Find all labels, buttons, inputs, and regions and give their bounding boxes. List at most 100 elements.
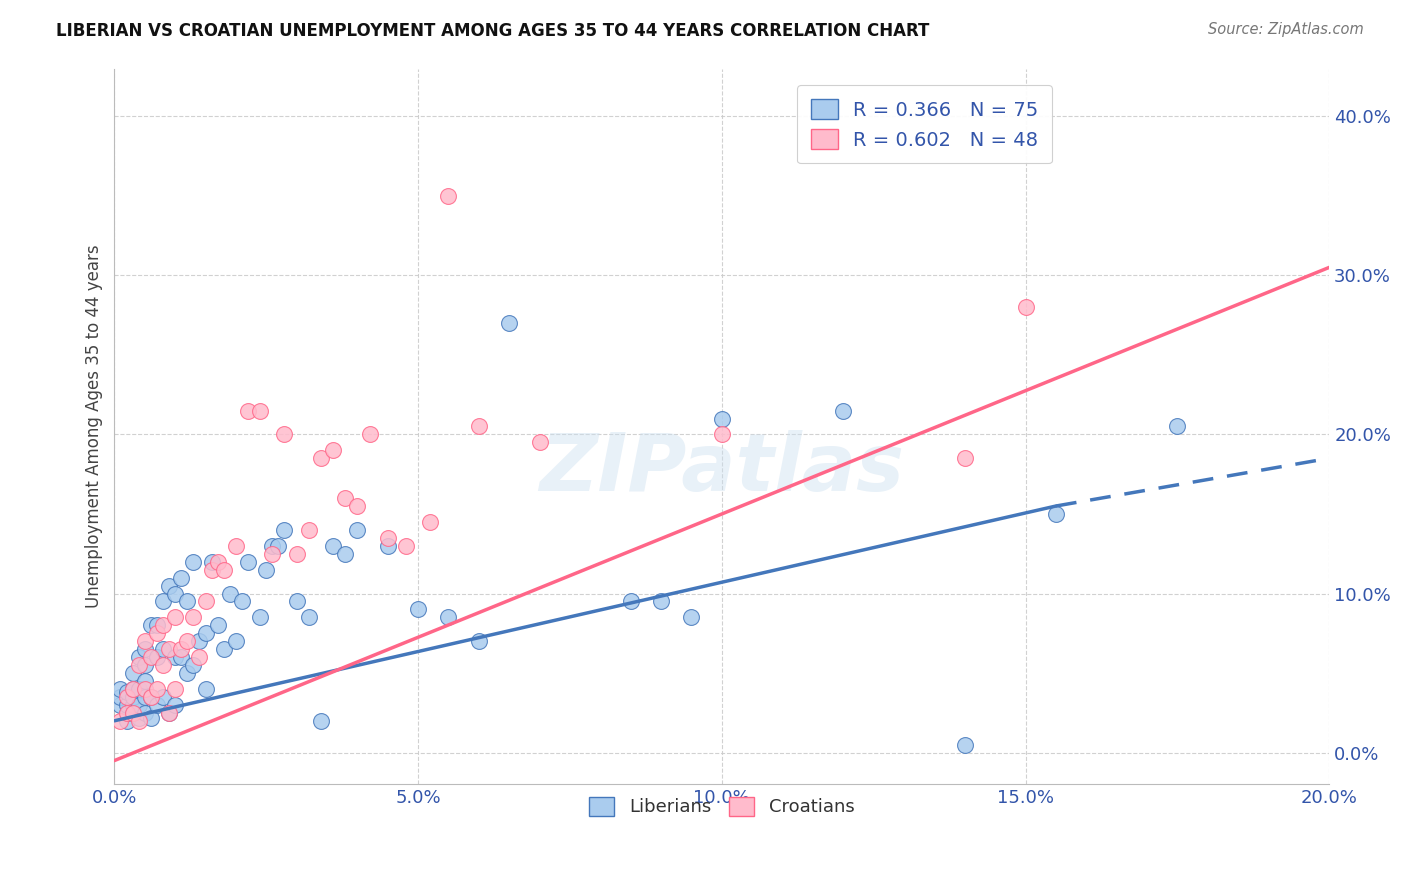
Point (115, 698, 138, 712)
Point (346, 523, 368, 537)
Point (183, 658, 205, 673)
Point (134, 673, 156, 688)
Point (346, 499, 368, 513)
Point (212, 642, 235, 657)
Point (165, 698, 187, 712)
Point (157, 578, 180, 592)
Point (262, 539, 284, 553)
Point (128, 658, 150, 673)
Point (165, 586, 187, 600)
Point (249, 403, 271, 417)
Point (236, 555, 259, 569)
Text: LIBERIAN VS CROATIAN UNEMPLOYMENT AMONG AGES 35 TO 44 YEARS CORRELATION CHART: LIBERIAN VS CROATIAN UNEMPLOYMENT AMONG … (56, 22, 929, 40)
Point (437, 610, 460, 624)
Point (139, 710, 162, 724)
Point (152, 658, 174, 673)
Point (134, 634, 156, 648)
Point (134, 706, 156, 720)
Point (335, 491, 357, 505)
Point (498, 316, 520, 330)
Point (146, 681, 169, 696)
Point (170, 650, 193, 665)
Point (139, 618, 162, 632)
Point (157, 706, 180, 720)
Point (832, 403, 855, 417)
Point (200, 555, 222, 569)
Point (165, 650, 187, 665)
Point (298, 610, 321, 624)
Point (200, 563, 222, 577)
Point (121, 690, 143, 704)
Text: ZIPatlas: ZIPatlas (540, 431, 904, 508)
Point (1166, 419, 1188, 434)
Point (322, 539, 344, 553)
Point (134, 681, 156, 696)
Point (236, 403, 259, 417)
Point (134, 642, 156, 657)
Point (267, 539, 290, 553)
Point (115, 690, 138, 704)
Point (152, 594, 174, 608)
Point (134, 690, 156, 704)
Point (170, 571, 193, 585)
Point (377, 539, 399, 553)
Point (128, 698, 150, 712)
Point (146, 698, 169, 712)
Point (121, 706, 143, 720)
Point (176, 634, 198, 648)
Point (110, 690, 132, 704)
Point (285, 594, 308, 608)
Point (157, 706, 180, 720)
Point (254, 563, 277, 577)
Point (406, 602, 429, 616)
Point (121, 706, 143, 720)
Point (146, 650, 169, 665)
Point (110, 698, 132, 712)
Point (165, 681, 187, 696)
Point (146, 626, 169, 640)
Point (710, 411, 733, 425)
Point (218, 586, 240, 600)
Point (194, 594, 217, 608)
Y-axis label: Unemployment Among Ages 35 to 44 years: Unemployment Among Ages 35 to 44 years (86, 244, 103, 608)
Point (309, 451, 332, 466)
Point (128, 681, 150, 696)
Point (157, 642, 180, 657)
Point (128, 650, 150, 665)
Point (710, 427, 733, 442)
Legend: Liberians, Croatians: Liberians, Croatians (581, 789, 863, 825)
Point (139, 690, 162, 704)
Point (437, 188, 460, 202)
Point (152, 642, 174, 657)
Point (194, 681, 217, 696)
Point (121, 681, 143, 696)
Point (170, 642, 193, 657)
Point (183, 610, 205, 624)
Point (273, 427, 295, 442)
Point (176, 594, 198, 608)
Point (115, 714, 138, 728)
Point (121, 666, 143, 681)
Point (212, 563, 235, 577)
Point (188, 650, 211, 665)
Point (115, 706, 138, 720)
Point (146, 618, 169, 632)
Text: Source: ZipAtlas.com: Source: ZipAtlas.com (1208, 22, 1364, 37)
Point (139, 650, 162, 665)
Point (377, 531, 399, 545)
Point (681, 610, 703, 624)
Point (273, 523, 295, 537)
Point (225, 539, 247, 553)
Point (121, 681, 143, 696)
Point (207, 555, 229, 569)
Point (468, 634, 491, 648)
Point (620, 594, 643, 608)
Point (650, 594, 672, 608)
Point (110, 714, 132, 728)
Point (285, 547, 308, 561)
Point (176, 666, 198, 681)
Point (134, 658, 156, 673)
Point (128, 710, 150, 724)
Point (139, 690, 162, 704)
Point (121, 698, 143, 712)
